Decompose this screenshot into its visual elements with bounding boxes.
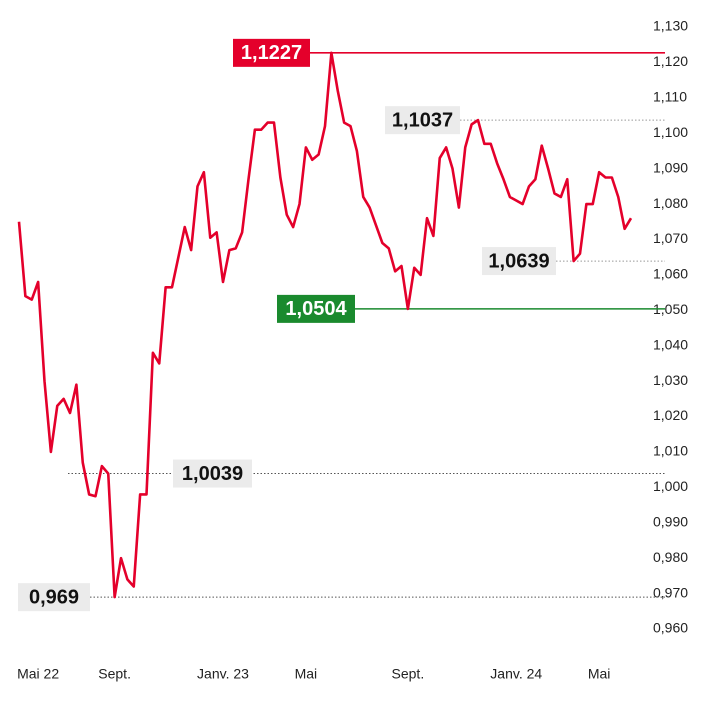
annotation-box: [277, 294, 355, 323]
y-tick-label: 1,050: [653, 301, 688, 317]
annotation-label: 1,1227: [241, 42, 302, 64]
y-tick-label: 1,010: [653, 443, 688, 459]
y-tick-label: 1,020: [653, 407, 688, 423]
annotation-label: 1,0039: [182, 463, 243, 485]
y-tick-label: 1,090: [653, 159, 688, 175]
y-tick-label: 1,120: [653, 53, 688, 69]
annotation-label: 1,0504: [285, 298, 347, 320]
x-tick-label: Janv. 24: [490, 666, 542, 682]
y-tick-label: 1,040: [653, 336, 688, 352]
y-tick-label: 1,030: [653, 372, 688, 388]
x-tick-label: Sept.: [392, 666, 425, 682]
y-tick-label: 1,060: [653, 266, 688, 282]
y-tick-label: 1,000: [653, 478, 688, 494]
annotation-label: 0,969: [29, 586, 79, 608]
y-tick-label: 1,080: [653, 195, 688, 211]
x-tick-label: Janv. 23: [197, 666, 249, 682]
annotation-box: [18, 583, 90, 612]
data-line: [17, 51, 633, 599]
annotation-label: 1,0639: [488, 250, 549, 272]
annotation-box: [385, 106, 460, 135]
annotation-box: [233, 38, 310, 67]
y-tick-label: 0,970: [653, 584, 688, 600]
y-tick-label: 1,100: [653, 124, 688, 140]
x-tick-label: Mai 22: [17, 666, 59, 682]
annotation-box: [173, 459, 252, 488]
y-tick-label: 0,980: [653, 549, 688, 565]
x-tick-label: Mai: [295, 666, 318, 682]
x-tick-label: Sept.: [98, 666, 131, 682]
x-tick-label: Mai: [588, 666, 611, 682]
y-tick-label: 1,130: [653, 18, 688, 34]
annotation-box: [482, 247, 556, 276]
y-tick-label: 1,110: [653, 89, 687, 105]
y-tick-label: 1,070: [653, 230, 688, 246]
annotation-label: 1,1037: [392, 109, 453, 131]
y-tick-label: 0,960: [653, 620, 688, 636]
y-tick-label: 0,990: [653, 513, 688, 529]
